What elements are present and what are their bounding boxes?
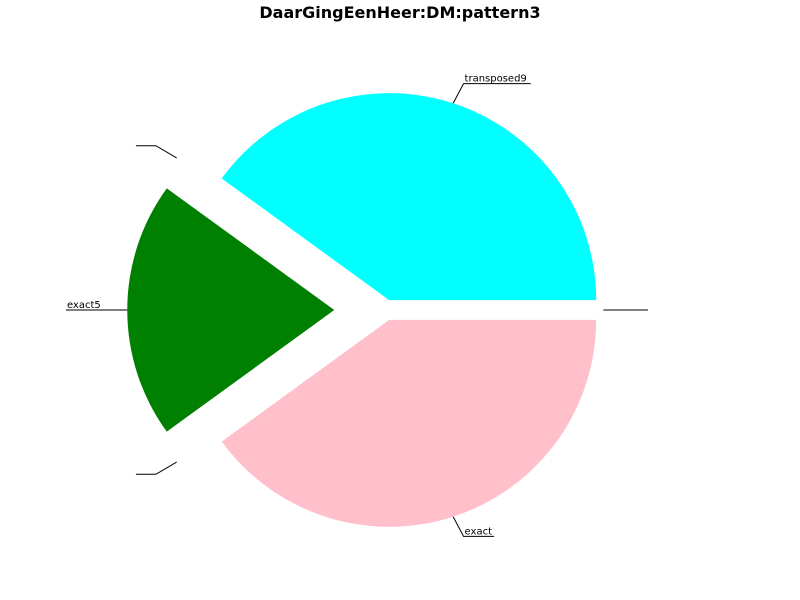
slice-label-transposed9: transposed9 <box>465 74 527 85</box>
slice-label-exact: exact <box>465 526 493 537</box>
pie-slice-transposed9 <box>221 93 597 301</box>
leader-line-blank-3 <box>135 461 177 475</box>
chart-title: DaarGingEenHeer:DM:pattern3 <box>259 3 540 22</box>
leader-line-transposed9 <box>452 83 531 104</box>
leader-line-blank-1 <box>135 145 177 159</box>
pie-slice-exact <box>221 319 597 527</box>
leader-line-exact <box>452 516 495 537</box>
pie-slice-exact5 <box>127 188 335 432</box>
slice-label-exact5: exact5 <box>67 300 101 311</box>
